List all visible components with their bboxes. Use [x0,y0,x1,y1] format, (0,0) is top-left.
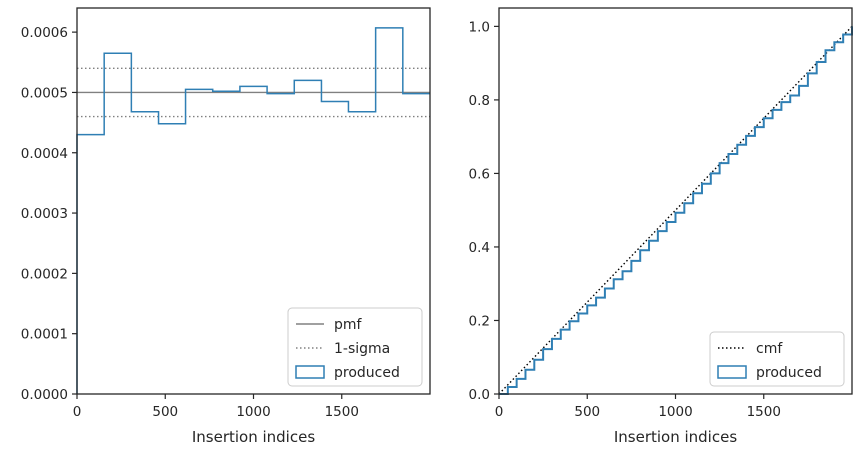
series-produced-step [76,27,430,394]
data-point [816,61,818,63]
data-point [701,183,703,185]
y-tick-label: 0.0004 [21,146,68,162]
y-tick-label: 0.0005 [21,85,68,101]
data-point [542,348,544,350]
data-point [736,144,738,146]
data-point [551,338,553,340]
legend-label: produced [334,365,400,381]
data-point [577,312,580,315]
x-tick-label: 0 [73,404,82,420]
y-tick-label: 0.0000 [21,387,68,403]
data-point [683,202,685,204]
data-point [789,94,791,97]
data-point [754,126,756,128]
data-point [807,72,809,75]
legend-item-produced: produced [295,365,400,381]
data-point [798,85,800,87]
data-point [674,212,677,214]
x-axis-label: Insertion indices [614,428,737,446]
legend-item-pmf: pmf [296,317,363,333]
legend-swatch [295,365,325,379]
legend-box [709,331,845,387]
x-tick-label: 0 [495,404,504,420]
data-point [824,49,827,51]
data-point [727,153,730,155]
data-point [613,278,615,280]
data-point [516,378,518,380]
x-tick-label: 1000 [236,404,270,420]
legend-label: 1-sigma [334,341,390,357]
cumulative-panel: 0 500 1000 1500 0.0 0.2 0.4 0.6 0.8 1.0 Insertion … [469,7,853,446]
y-tick-label: 0.4 [469,240,490,256]
legend-label: pmf [334,317,363,333]
data-point [666,221,668,223]
data-point [657,230,659,232]
legend: cmf produced [709,331,845,387]
data-point [586,304,588,307]
data-point [648,240,650,242]
legend-item-1-sigma: 1-sigma [296,341,390,357]
legend-item-produced: produced [717,365,822,381]
data-point [745,135,747,137]
y-tick-label: 0.0001 [21,327,68,343]
data-point [595,297,597,299]
x-tick-label: 500 [574,404,600,420]
series-cmf-line [498,25,853,395]
x-tick-label: 1000 [658,404,692,420]
y-tick-label: 0.6 [469,166,490,182]
legend-label: cmf [756,341,783,357]
x-tick-label: 500 [152,404,178,420]
legend-item-cmf: cmf [718,341,783,357]
data-point [719,162,721,164]
data-point [507,386,509,388]
data-point [621,270,624,272]
x-axis-label: Insertion indices [192,428,315,446]
data-point [692,192,694,194]
y-tick-label: 0.0003 [21,206,68,222]
y-tick-label: 0.0002 [21,266,68,282]
data-point [763,117,765,119]
y-tick-label: 0.0006 [21,25,68,41]
data-point [524,369,527,371]
data-point [833,41,835,43]
data-point [639,249,641,251]
y-tick-label: 0.8 [469,93,490,109]
legend-label: produced [756,365,822,381]
data-point [842,33,844,36]
histogram-panel: 0 500 1000 1500 0.0000 0.0001 0.0002 0.0003 0.00… [21,7,431,446]
data-point [569,320,571,322]
data-point [780,101,783,103]
data-point [560,329,562,331]
x-tick-label: 1500 [325,404,359,420]
y-tick-label: 1.0 [469,19,490,35]
data-point [604,287,606,290]
data-point [630,260,632,262]
legend: pmf 1-sigma produced [287,307,423,387]
legend-swatch [717,365,747,379]
data-point [710,172,712,175]
data-point [771,109,774,111]
data-point [533,359,535,361]
y-tick-label: 0.0 [469,387,490,403]
x-tick-label: 1500 [747,404,781,420]
y-tick-label: 0.2 [469,313,490,329]
